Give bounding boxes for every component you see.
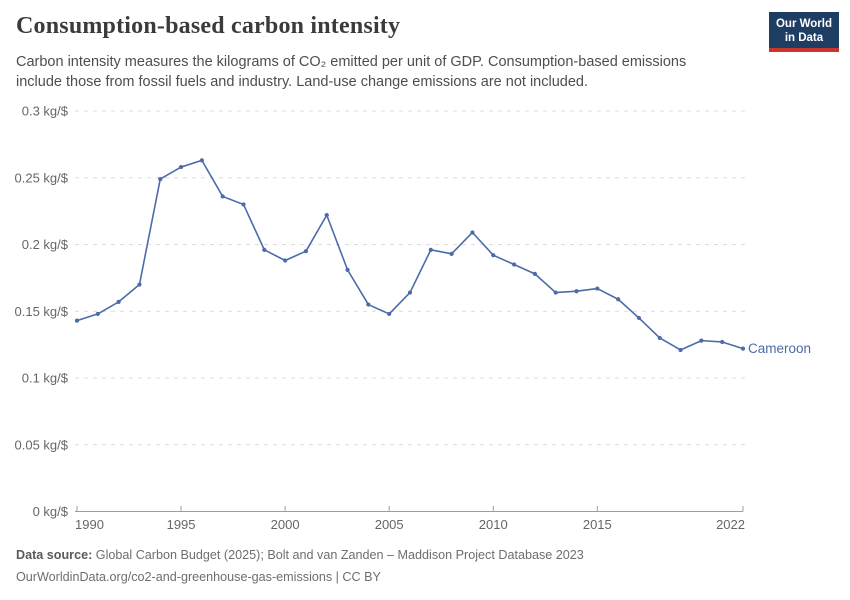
data-point bbox=[220, 194, 225, 199]
data-point bbox=[553, 290, 558, 295]
x-axis-tick-label: 1995 bbox=[167, 517, 196, 532]
x-axis-tick-label: 2022 bbox=[716, 517, 745, 532]
data-point bbox=[511, 262, 517, 267]
data-point bbox=[387, 311, 392, 317]
data-point bbox=[95, 311, 100, 317]
data-point bbox=[657, 335, 662, 341]
data-point bbox=[449, 251, 454, 256]
chart-subtitle: Carbon intensity measures the kilograms … bbox=[16, 54, 687, 90]
data-point bbox=[740, 346, 746, 351]
data-source-label: Data source: bbox=[16, 548, 93, 562]
x-axis-tick-label: 1990 bbox=[75, 517, 104, 532]
data-point bbox=[678, 347, 683, 353]
data-point bbox=[324, 213, 329, 218]
data-point bbox=[616, 297, 621, 302]
owid-logo[interactable]: Our World in Data bbox=[768, 12, 839, 52]
owid-logo-line2: in Data bbox=[784, 32, 824, 44]
data-point bbox=[595, 286, 600, 291]
data-point bbox=[491, 253, 496, 258]
y-axis-tick-label: 0.2 kg/$ bbox=[22, 237, 69, 252]
data-point bbox=[137, 282, 142, 287]
data-point bbox=[720, 339, 725, 345]
y-axis-tick-label: 0.3 kg/$ bbox=[22, 104, 69, 119]
attribution-link[interactable]: OurWorldinData.org/co2-and-greenhouse-ga… bbox=[16, 569, 381, 584]
data-point bbox=[366, 302, 371, 307]
data-source-line: Data source: Global Carbon Budget (2025)… bbox=[16, 545, 584, 567]
data-point bbox=[262, 247, 267, 252]
data-point bbox=[303, 249, 309, 254]
data-point bbox=[158, 176, 163, 182]
chart-footer: Data source: Global Carbon Budget (2025)… bbox=[16, 545, 584, 588]
data-point bbox=[636, 315, 642, 321]
data-line bbox=[76, 159, 744, 351]
data-point bbox=[345, 267, 350, 272]
data-point bbox=[283, 258, 288, 263]
x-axis-tick-label: 2015 bbox=[583, 517, 612, 532]
data-point bbox=[74, 318, 80, 323]
y-axis-tick-label: 0 kg/$ bbox=[33, 504, 69, 519]
data-point bbox=[199, 158, 204, 163]
data-source-text: Global Carbon Budget (2025); Bolt and va… bbox=[92, 548, 584, 562]
data-point bbox=[532, 271, 537, 276]
series-end-label: Cameroon bbox=[748, 341, 811, 356]
data-point bbox=[178, 164, 184, 170]
data-point bbox=[407, 290, 413, 295]
data-point bbox=[699, 338, 704, 343]
page-title: Consumption-based carbon intensity bbox=[16, 13, 401, 39]
y-axis-tick-label: 0.1 kg/$ bbox=[22, 371, 69, 386]
owid-logo-line1: Our World bbox=[775, 18, 832, 30]
data-point bbox=[116, 299, 121, 305]
y-axis-tick-label: 0.05 kg/$ bbox=[15, 437, 69, 452]
y-axis-tick-label: 0.15 kg/$ bbox=[15, 304, 69, 319]
y-axis-tick-label: 0.25 kg/$ bbox=[15, 170, 69, 185]
x-axis-tick-label: 2000 bbox=[271, 517, 300, 532]
data-point bbox=[470, 230, 475, 235]
data-point bbox=[241, 202, 246, 207]
data-point bbox=[574, 289, 579, 294]
x-axis-tick-label: 2005 bbox=[375, 517, 404, 532]
x-axis-tick-label: 2010 bbox=[479, 517, 508, 532]
data-point bbox=[428, 247, 433, 252]
